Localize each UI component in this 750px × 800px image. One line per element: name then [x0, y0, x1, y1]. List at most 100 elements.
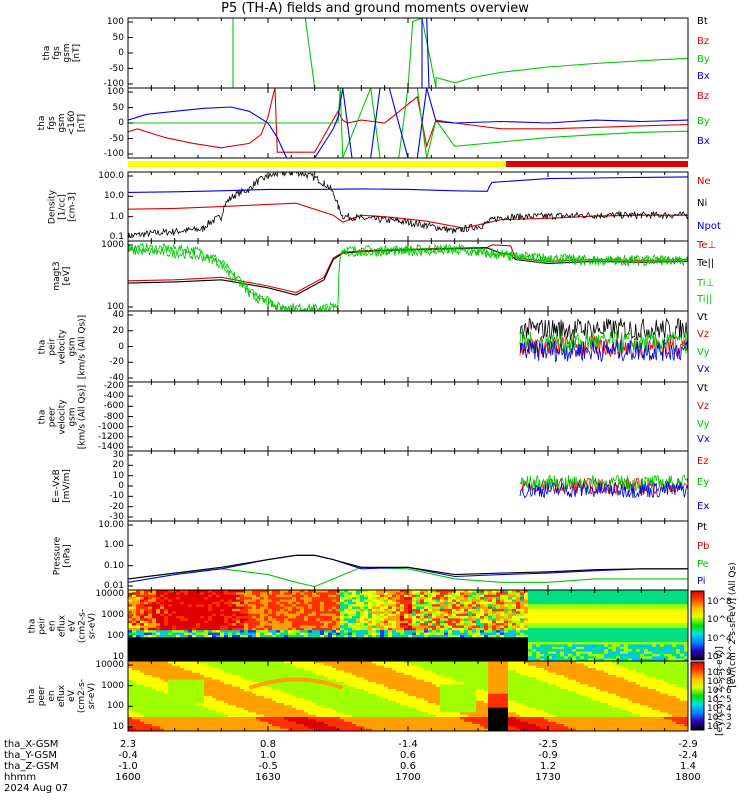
spectrogram-cell: [532, 649, 537, 652]
spectrogram-cell: [628, 620, 633, 624]
spectrogram-cell: [680, 632, 685, 636]
spectrogram-cell: [540, 592, 545, 596]
spectrogram-cell: [380, 653, 385, 657]
spectrogram-cell: [180, 728, 185, 731]
spectrogram-cell: [388, 646, 393, 650]
spectrogram-cell: [148, 719, 153, 722]
spectrogram-cell: [480, 658, 485, 661]
spectrogram-cell: [140, 686, 145, 690]
spectrogram-cell: [652, 616, 657, 619]
spectrogram-cell: [360, 623, 365, 626]
spectrogram-cell: [160, 717, 165, 720]
spectrogram-cell: [284, 656, 289, 660]
spectrogram-cell: [660, 644, 665, 648]
spectrogram-cell: [320, 635, 325, 638]
spectrogram-cell: [360, 618, 365, 622]
spectrogram-cell: [668, 608, 673, 612]
spectrogram-cell: [340, 623, 345, 626]
spectrogram-cell: [188, 601, 193, 605]
spectrogram-cell: [652, 608, 657, 612]
spectrogram-cell: [220, 635, 225, 638]
spectrogram-cell: [580, 590, 585, 593]
spectrogram-cell: [632, 608, 637, 612]
spectrogram-cell: [176, 721, 181, 725]
spectrogram-cell: [468, 611, 473, 615]
spectrogram-cell: [464, 625, 469, 629]
spectrogram-cell: [484, 608, 489, 612]
spectrogram-cell: [576, 658, 581, 661]
spectrogram-cell: [140, 639, 145, 643]
spectrogram-cell: [192, 627, 197, 631]
spectrogram-cell: [312, 620, 317, 624]
spectrogram-cell: [556, 594, 561, 598]
spectrogram-cell: [208, 590, 213, 593]
spectrogram-cell: [596, 642, 601, 645]
spectrogram-cell: [268, 613, 273, 617]
spectrogram-cell: [632, 656, 637, 660]
spectrogram-cell: [180, 606, 185, 610]
spectrogram-cell: [504, 649, 509, 652]
spectrogram-cell: [160, 724, 165, 727]
spectrogram-cell: [464, 608, 469, 612]
spectrogram-cell: [280, 658, 285, 661]
spectrogram-cell: [508, 642, 513, 645]
spectrogram-cell: [184, 689, 189, 692]
spectrogram-cell: [360, 611, 365, 615]
spectrogram-cell: [424, 630, 429, 633]
spectrogram-cell: [272, 606, 277, 610]
spectrogram-9: [128, 661, 688, 731]
spectrogram-cell: [148, 606, 153, 610]
spectrogram-cell: [608, 642, 613, 645]
spectrogram-cell: [644, 623, 649, 626]
spectrogram-cell: [172, 721, 177, 725]
spectrogram-cell: [580, 646, 585, 650]
spectrogram-cell: [144, 679, 149, 683]
panel-2-traces: [128, 172, 688, 240]
spectrogram-cell: [200, 618, 205, 622]
spectrogram-cell: [552, 611, 557, 615]
spectrogram-cell: [672, 656, 677, 660]
spectrogram-cell: [288, 644, 293, 648]
spectrogram-cell: [184, 661, 189, 664]
spectrogram-cell: [444, 611, 449, 615]
spectrogram-cell: [376, 635, 381, 638]
spectrogram-cell: [612, 601, 617, 605]
spectrogram-cell: [652, 635, 657, 638]
spectrogram-cell: [600, 637, 605, 641]
spectrogram-cell: [652, 597, 657, 600]
spectrogram-cell: [632, 597, 637, 600]
spectrogram-cell: [484, 642, 489, 645]
spectrogram-cell: [552, 608, 557, 612]
spectrogram-cell: [396, 618, 401, 622]
spectrogram-cell: [424, 611, 429, 615]
spectrogram-cell: [584, 597, 589, 600]
spectrogram-cell: [356, 601, 361, 605]
spectrogram-cell: [144, 700, 149, 704]
spectrogram-cell: [512, 635, 517, 638]
spectrogram-cell: [464, 620, 469, 624]
spectrogram-cell: [428, 601, 433, 605]
spectrogram-cell: [416, 625, 421, 629]
spectrogram-cell: [532, 630, 537, 633]
spectrogram-cell: [500, 611, 505, 615]
spectrogram-cell: [344, 611, 349, 615]
spectrogram-cell: [284, 658, 289, 661]
spectrogram-cell: [372, 658, 377, 661]
spectrogram-cell: [408, 651, 413, 655]
spectrogram-cell: [608, 618, 613, 622]
spectrogram-cell: [516, 656, 521, 660]
spectrogram-cell: [396, 608, 401, 612]
spectrogram-cell: [396, 594, 401, 598]
spectrogram-cell: [544, 656, 549, 660]
spectrogram-cell: [484, 616, 489, 619]
spectrogram-cell: [212, 649, 217, 652]
spectrogram-cell: [160, 590, 165, 593]
spectrogram-cell: [140, 675, 145, 678]
spectrogram-cell: [380, 613, 385, 617]
spectrogram-cell: [132, 606, 137, 610]
spectrogram-cell: [504, 656, 509, 660]
spectrogram-cell: [628, 639, 633, 643]
spectrogram-cell: [336, 613, 341, 617]
spectrogram-cell: [156, 594, 161, 598]
spectrogram-cell: [600, 608, 605, 612]
